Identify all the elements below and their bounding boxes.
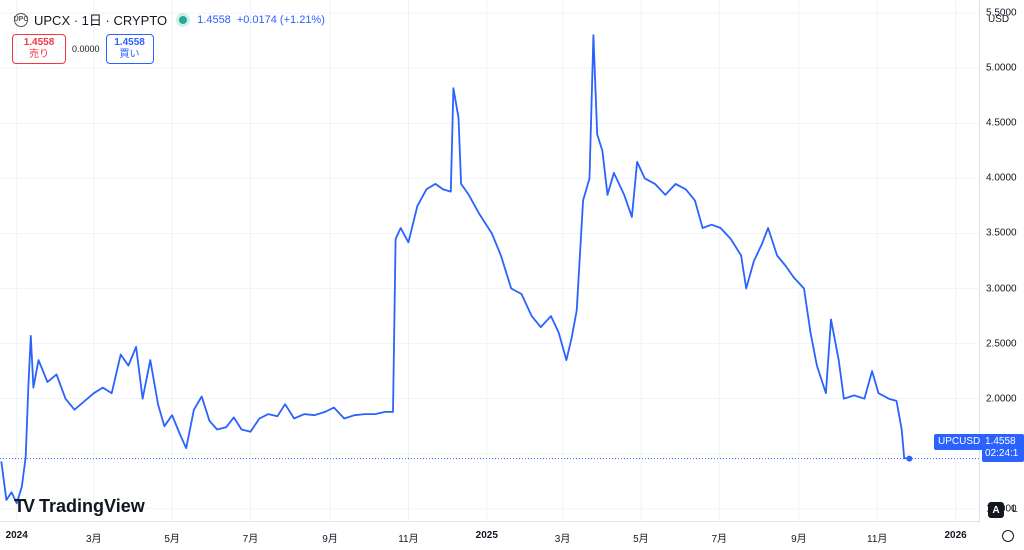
buy-button[interactable]: 1.4558 買い bbox=[105, 34, 154, 64]
last-price-tag-value: 1.4558 bbox=[985, 436, 1016, 447]
time-tick-label: 2024 bbox=[5, 530, 28, 541]
time-tick-label: 5月 bbox=[633, 534, 649, 545]
price-tick-label: 2.5000 bbox=[986, 338, 1017, 350]
sell-button[interactable]: 1.4558 売り bbox=[12, 34, 66, 64]
spread-value: 0.0000 bbox=[72, 44, 100, 54]
price-tick-label: 4.0000 bbox=[986, 172, 1017, 184]
price-tick-label: 3.5000 bbox=[986, 227, 1017, 239]
time-axis[interactable]: 2024 3月 5月 7月 9月 11月 2025 3月 5月 7月 9月 11月 2026 bbox=[0, 522, 980, 550]
price-tick-label: 4.5000 bbox=[986, 117, 1017, 129]
tradingview-logo[interactable]: TV TradingView bbox=[14, 496, 145, 517]
settings-icon[interactable] bbox=[1002, 530, 1014, 542]
symbol-title[interactable]: UPCX · 1日 · CRYPTO bbox=[34, 13, 168, 28]
tradingview-logo-text: TradingView bbox=[39, 496, 145, 516]
price-tick-label: 5.5000 bbox=[986, 7, 1017, 19]
sell-price: 1.4558 bbox=[23, 37, 55, 48]
symbol-legend[interactable]: UPC UPCX · 1日 · CRYPTO 1.4558 +0.0174 (+… bbox=[14, 10, 325, 29]
time-tick-label: 5月 bbox=[164, 534, 180, 545]
time-tick-label: 7月 bbox=[242, 534, 259, 545]
time-tick-label: 2026 bbox=[944, 530, 967, 541]
price-tick-label: 2.0000 bbox=[986, 393, 1017, 405]
last-point-marker bbox=[906, 455, 913, 462]
time-tick-label: 9月 bbox=[322, 534, 338, 545]
tradingview-logo-icon: TV bbox=[14, 496, 35, 516]
auto-scale-button[interactable]: A bbox=[988, 502, 1004, 518]
time-tick-label: 11月 bbox=[867, 534, 888, 545]
price-change: +0.0174 (+1.21%) bbox=[236, 13, 325, 26]
time-tick-label: 3月 bbox=[85, 534, 102, 545]
log-scale-button[interactable]: L bbox=[1012, 504, 1018, 515]
price-tick-label: 5.0000 bbox=[986, 62, 1017, 74]
countdown-timer: 02:24:1 bbox=[985, 448, 1019, 459]
time-tick-label: 11月 bbox=[398, 534, 419, 545]
currency-label[interactable]: USD bbox=[988, 14, 1010, 25]
last-price: 1.4558 bbox=[197, 13, 231, 26]
buy-price: 1.4558 bbox=[114, 37, 145, 48]
price-tick-label: 3.0000 bbox=[986, 283, 1017, 295]
time-tick-label: 9月 bbox=[791, 534, 807, 545]
trade-panel: 1.4558 売り 0.0000 1.4558 買い bbox=[12, 34, 154, 64]
series-line-upcusd bbox=[0, 34, 910, 505]
time-tick-label: 7月 bbox=[711, 534, 728, 545]
price-chart[interactable] bbox=[0, 0, 980, 522]
symbol-tag: UPCUSD bbox=[934, 434, 985, 450]
upcx-logo-icon: UPC bbox=[14, 12, 28, 27]
market-status-icon bbox=[179, 15, 188, 24]
buy-label: 買い bbox=[119, 49, 140, 60]
chart-area[interactable]: UPC UPCX · 1日 · CRYPTO 1.4558 +0.0174 (+… bbox=[0, 0, 985, 522]
time-tick-label: 3月 bbox=[554, 534, 571, 545]
last-price-tag: 1.4558 02:24:1 bbox=[982, 434, 1024, 462]
sell-label: 売り bbox=[29, 49, 49, 60]
time-tick-label: 2025 bbox=[475, 530, 498, 541]
